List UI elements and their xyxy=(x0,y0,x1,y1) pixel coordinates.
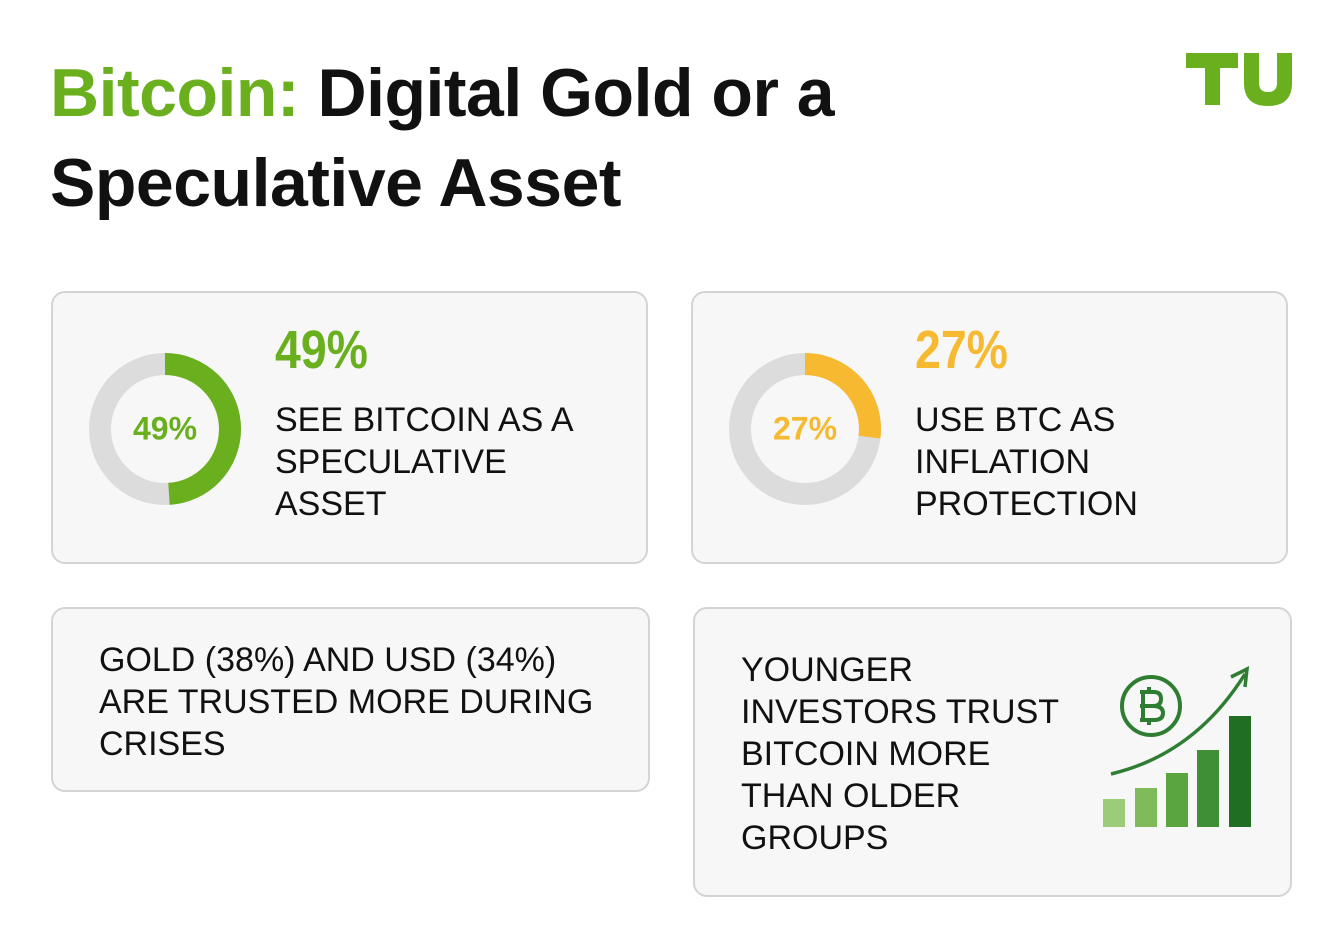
note-card: GOLD (38%) AND USD (34%) ARE TRUSTED MOR… xyxy=(51,607,650,792)
donut-label: 27% xyxy=(773,410,837,446)
growth-icon xyxy=(1103,665,1251,827)
logo xyxy=(1186,53,1292,106)
donut: 27% xyxy=(729,353,881,505)
stat-text: USE BTC AS INFLATION PROTECTION xyxy=(915,401,1138,523)
donut-arc xyxy=(89,353,241,505)
stat-card: 27% 27% USE BTC AS INFLATION PROTECTION xyxy=(691,291,1288,564)
note-text: YOUNGER INVESTORS TRUST BITCOIN MORE THA… xyxy=(741,651,1059,857)
stat-value: 27% xyxy=(915,320,1008,380)
note-text: GOLD (38%) AND USD (34%) ARE TRUSTED MOR… xyxy=(99,641,594,763)
stat-text: SEE BITCOIN AS A SPECULATIVE ASSET xyxy=(275,401,572,523)
title-rest: Digital Gold or a Speculative Asset xyxy=(50,55,835,221)
donut-arc xyxy=(729,353,881,505)
note-card: YOUNGER INVESTORS TRUST BITCOIN MORE THA… xyxy=(693,607,1292,897)
title: Bitcoin: Digital Gold or a Speculative A… xyxy=(50,48,950,228)
donut-label: 49% xyxy=(133,410,197,446)
stat-value: 49% xyxy=(275,320,368,380)
title-highlight: Bitcoin: xyxy=(50,55,300,131)
stat-card: 49% 49% SEE BITCOIN AS A SPECULATIVE ASS… xyxy=(51,291,648,564)
donut: 49% xyxy=(89,353,241,505)
